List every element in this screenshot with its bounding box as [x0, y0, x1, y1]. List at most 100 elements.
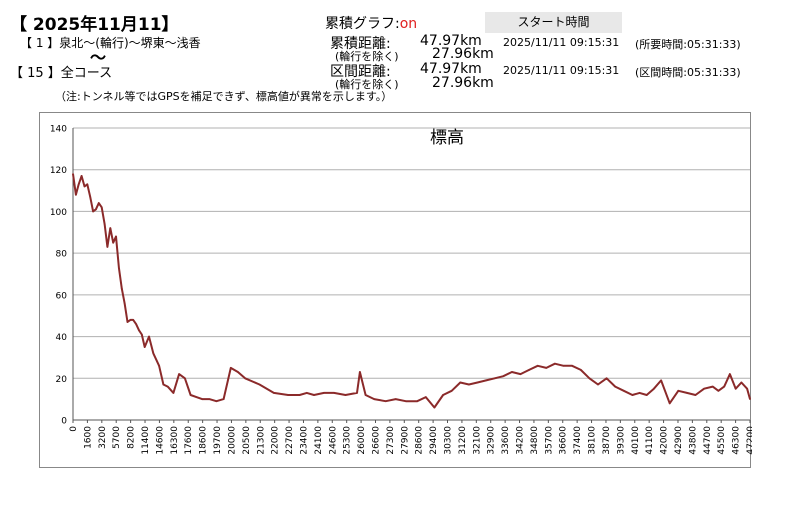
elevation-point	[597, 383, 599, 386]
cumulative-start-datetime: 2025/11/11 09:15:31	[503, 36, 620, 49]
x-tick-label: 5700	[112, 426, 122, 449]
x-tick-label: 45500	[717, 426, 727, 455]
elevation-point	[152, 352, 155, 355]
x-tick-label: 22000	[271, 426, 281, 455]
elevation-point	[195, 396, 198, 398]
x-tick-label: 11400	[141, 426, 151, 455]
elevation-point	[425, 396, 427, 398]
x-tick-label: 36600	[559, 426, 569, 455]
elevation-point	[677, 390, 680, 392]
elevation-point	[734, 387, 737, 390]
elevation-point	[344, 394, 347, 396]
elevation-point	[208, 398, 211, 400]
elevation-point	[75, 193, 77, 196]
elevation-point	[222, 398, 225, 400]
elevation-point	[622, 390, 625, 392]
x-tick-label: 35700	[544, 426, 554, 455]
elevation-point	[166, 385, 169, 388]
x-tick-label: 0	[69, 426, 79, 432]
graph-toggle-state[interactable]: on	[399, 16, 418, 32]
elevation-point	[143, 346, 146, 348]
elevation-point	[118, 266, 120, 269]
y-tick-label: 0	[61, 417, 67, 427]
y-tick-label: 140	[50, 125, 67, 135]
x-tick-label: 42900	[674, 426, 684, 455]
elevation-point	[313, 394, 315, 396]
elevation-point	[356, 392, 358, 394]
elevation-point	[373, 398, 376, 400]
x-tick-label: 27300	[386, 426, 396, 455]
section-distance-label: 区間距離:	[330, 64, 391, 80]
elevation-point	[178, 373, 180, 375]
elevation-point	[298, 394, 301, 396]
elevation-point	[123, 302, 126, 304]
elevation-point	[112, 241, 114, 244]
x-tick-label: 41100	[645, 426, 655, 455]
x-tick-label: 24100	[314, 426, 324, 455]
elevation-point	[148, 335, 150, 338]
y-tick-label: 100	[50, 208, 67, 218]
section-sub-label: (輪行を除く)	[335, 78, 399, 91]
elevation-point	[98, 202, 100, 204]
elevation-point	[129, 319, 132, 321]
elevation-point	[694, 394, 697, 396]
x-tick-label: 43800	[688, 426, 698, 455]
elevation-point	[749, 398, 751, 400]
elevation-point	[442, 394, 444, 396]
elevation-point	[86, 183, 89, 186]
elevation-point	[511, 371, 513, 373]
elevation-point	[172, 392, 175, 394]
elevation-point	[536, 364, 539, 367]
x-tick-label: 34800	[530, 426, 540, 455]
cumulative-sub-distance: 27.96km	[432, 46, 494, 62]
x-tick-label: 30300	[444, 426, 454, 455]
elevation-point	[459, 381, 462, 384]
x-tick-label: 19700	[213, 426, 223, 455]
elevation-point	[711, 385, 714, 388]
x-tick-label: 28600	[415, 426, 425, 455]
x-tick-label: 38700	[602, 426, 612, 455]
x-tick-label: 27900	[400, 426, 410, 455]
elevation-point	[126, 321, 129, 323]
elevation-point	[106, 246, 109, 248]
x-tick-label: 26600	[371, 426, 381, 455]
elevation-point	[115, 235, 117, 238]
x-tick-label: 24600	[328, 426, 338, 455]
x-tick-label: 29400	[429, 426, 439, 455]
elevation-point	[120, 287, 123, 290]
elevation-point	[686, 392, 688, 394]
elevation-point	[476, 381, 479, 384]
x-tick-label: 34200	[516, 426, 526, 455]
elevation-point	[287, 394, 289, 396]
y-tick-label: 20	[56, 375, 68, 385]
elevation-point	[571, 364, 573, 367]
elevation-point	[100, 206, 103, 209]
elevation-point	[404, 400, 407, 403]
elevation-point	[605, 377, 608, 380]
gps-note: （注:トンネル等ではGPSを補足できず、標高値が異常を示します。）	[55, 90, 393, 103]
elevation-point	[740, 381, 743, 384]
elevation-point	[384, 400, 387, 403]
elevation-point	[215, 400, 218, 403]
elevation-point	[653, 387, 655, 390]
x-tick-label: 3200	[98, 426, 108, 449]
elevation-point	[614, 385, 616, 388]
elevation-point	[416, 400, 419, 403]
x-tick-label: 39300	[616, 426, 626, 455]
elevation-chart-svg: 0 20 40 60 80 100 120 140 0 1600 3200 5700 8200 1140…	[50, 125, 756, 455]
x-tick-label: 38100	[588, 426, 598, 455]
elevation-point	[502, 375, 505, 378]
elevation-point	[141, 333, 143, 336]
elevation-point	[92, 210, 94, 213]
x-tick-label: 42000	[660, 426, 670, 455]
x-tick-label: 47200	[746, 426, 752, 455]
elevation-point	[158, 364, 160, 367]
elevation-point	[258, 383, 261, 386]
section-time: (区間時間:05:31:33)	[635, 66, 741, 79]
elevation-point	[638, 392, 641, 394]
cumulative-graph-toggle[interactable]: 累積グラフ:on	[325, 13, 417, 33]
start-time-header: スタート時間	[485, 12, 622, 33]
x-tick-label: 18600	[199, 426, 209, 455]
elevation-point	[201, 398, 203, 400]
elevation-point	[162, 383, 165, 386]
